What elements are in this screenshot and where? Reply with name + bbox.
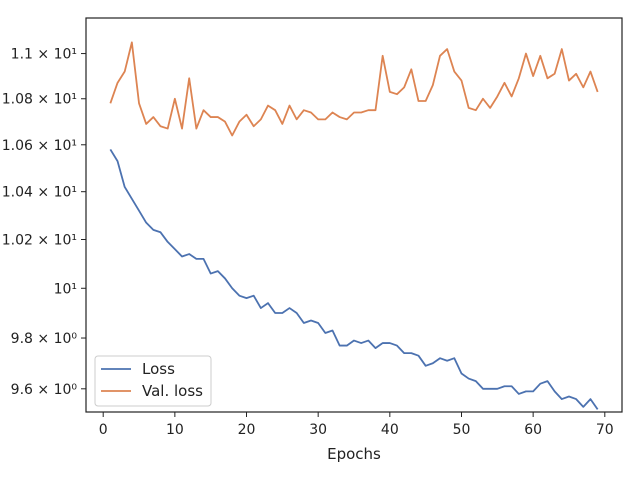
y-axis: 9.6 × 10⁰ 9.8 × 10⁰ 10¹ 1.02 × 10¹ 1.04 × 10… [2, 47, 86, 398]
y-tick-label: 1.1 × 10¹ [11, 47, 77, 63]
series-line-loss [109, 148, 599, 410]
x-axis: 0 10 20 30 40 50 60 70 [99, 412, 614, 438]
legend-label-loss: Loss [142, 360, 175, 378]
x-axis-label: Epochs [327, 445, 381, 463]
x-tick-label: 10 [166, 422, 184, 438]
y-tick-label: 1.04 × 10¹ [2, 185, 77, 201]
x-tick-label: 0 [99, 422, 108, 438]
y-tick-label: 9.8 × 10⁰ [11, 331, 78, 347]
series-lines [109, 41, 599, 410]
x-tick-label: 40 [381, 422, 399, 438]
x-tick-label: 20 [238, 422, 256, 438]
y-tick-label: 1.06 × 10¹ [2, 138, 77, 154]
x-tick-label: 30 [309, 422, 327, 438]
x-tick-label: 70 [596, 422, 614, 438]
legend: Loss Val. loss [94, 355, 212, 407]
y-tick-label: 1.02 × 10¹ [2, 233, 77, 249]
plot-area [85, 17, 623, 413]
x-tick-label: 50 [453, 422, 471, 438]
legend-label-val-loss: Val. loss [142, 382, 203, 400]
x-tick-label: 60 [524, 422, 542, 438]
y-tick-label: 9.6 × 10⁰ [11, 382, 78, 398]
series-line-val-loss [109, 41, 599, 137]
y-tick-label: 1.08 × 10¹ [2, 92, 77, 108]
y-tick-label: 10¹ [54, 281, 77, 297]
